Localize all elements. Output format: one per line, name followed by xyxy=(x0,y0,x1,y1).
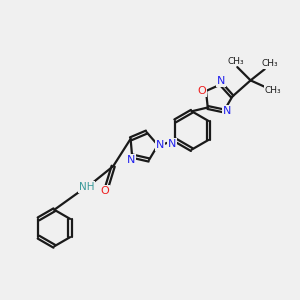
Text: N: N xyxy=(156,140,164,150)
Text: O: O xyxy=(100,186,109,196)
Text: CH₃: CH₃ xyxy=(227,57,244,66)
Text: CH₃: CH₃ xyxy=(265,86,281,95)
Text: CH₃: CH₃ xyxy=(262,59,278,68)
Text: N: N xyxy=(127,154,135,165)
Text: N: N xyxy=(216,76,225,86)
Text: O: O xyxy=(197,86,206,96)
Text: NH: NH xyxy=(79,182,94,192)
Text: N: N xyxy=(223,106,232,116)
Text: N: N xyxy=(168,139,176,148)
